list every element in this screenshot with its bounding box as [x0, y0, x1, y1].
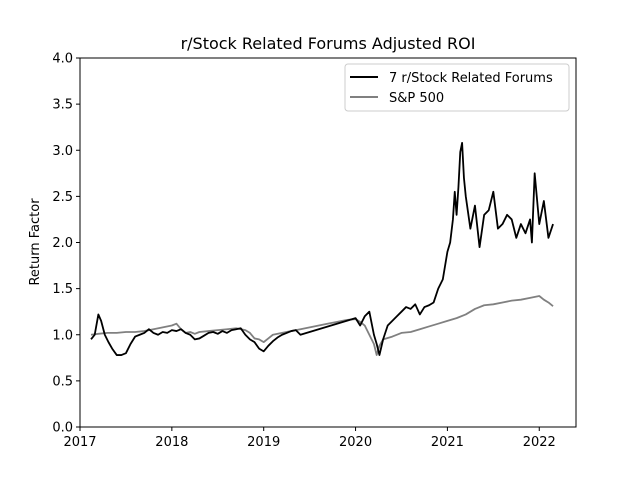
ticks-layer: 0.0 0.5 1.0 1.5 2.0 2.5 3.0 3.5 4.0 2017 2018 2019 2… [52, 52, 555, 451]
y-tick-label: 0.0 [52, 421, 73, 436]
y-tick-label: 3.5 [52, 98, 73, 113]
x-tick-label: 2021 [431, 435, 464, 450]
x-tick-label: 2018 [155, 435, 188, 450]
legend-box [344, 63, 570, 112]
chart-title: r/Stock Related Forums Adjusted ROI [181, 34, 476, 53]
plot-layer [90, 141, 554, 356]
legend: 7 r/Stock Related Forums S&P 500 [344, 63, 570, 112]
series-line-2 [90, 295, 554, 356]
x-tick-label: 2020 [339, 435, 372, 450]
y-tick-label: 4.0 [52, 52, 73, 67]
y-axis-label: Return Factor [28, 198, 43, 286]
x-tick-label: 2019 [247, 435, 280, 450]
series-line-1 [90, 141, 554, 356]
x-tick-label: 2022 [523, 435, 556, 450]
legend-label-series-1: 7 r/Stock Related Forums [389, 71, 553, 86]
y-tick-label: 0.5 [52, 374, 73, 389]
legend-label-series-2: S&P 500 [389, 91, 444, 106]
y-tick-label: 1.0 [52, 328, 73, 343]
y-tick-label: 2.0 [52, 236, 73, 251]
plot-area-frame [79, 57, 577, 428]
y-tick-label: 3.0 [52, 144, 73, 159]
y-tick-label: 1.5 [52, 282, 73, 297]
x-tick-label: 2017 [63, 435, 96, 450]
y-tick-label: 2.5 [52, 190, 73, 205]
